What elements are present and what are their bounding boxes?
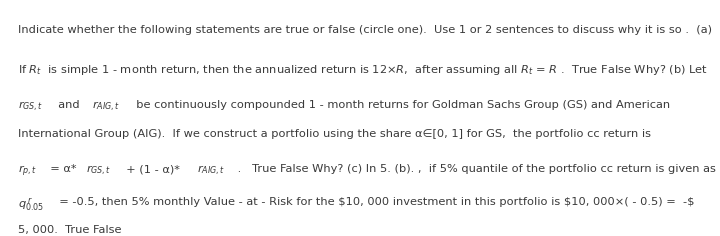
Text: $r_{AIG,t}$: $r_{AIG,t}$ [92,100,120,114]
Text: = α*: = α* [42,164,76,174]
Text: International Group (AIG).  If we construct a portfolio using the share α∈[0, 1]: International Group (AIG). If we constru… [18,129,651,139]
Text: be continuously compounded 1 - month returns for Goldman Sachs Group (GS) and Am: be continuously compounded 1 - month ret… [129,100,670,110]
Text: Indicate whether the following statements are true or false (circle one).  Use 1: Indicate whether the following statement… [18,25,712,35]
Text: $r_{p,t}$: $r_{p,t}$ [18,164,37,179]
Text: + (1 - α)*: + (1 - α)* [119,164,179,174]
Text: $q^{\,r}_{0.05}$: $q^{\,r}_{0.05}$ [18,197,44,214]
Text: $r_{GS,t}$: $r_{GS,t}$ [18,100,43,114]
Text: and: and [50,100,83,110]
Text: $r_{GS,t}$: $r_{GS,t}$ [86,164,112,178]
Text: 5, 000.  True False: 5, 000. True False [18,225,122,235]
Text: If $R_t$  is simple 1 - month return, then the annualized return is 12×$R$,  aft: If $R_t$ is simple 1 - month return, the… [18,63,708,76]
Text: $r_{AIG,t}$: $r_{AIG,t}$ [197,164,225,178]
Text: = -0.5, then 5% monthly Value - at - Risk for the $10, 000 investment in this po: = -0.5, then 5% monthly Value - at - Ris… [52,197,694,207]
Text: .   True False Why? (c) In 5. (b). ,  if 5% quantile of the portfolio cc return : . True False Why? (c) In 5. (b). , if 5%… [233,164,716,174]
